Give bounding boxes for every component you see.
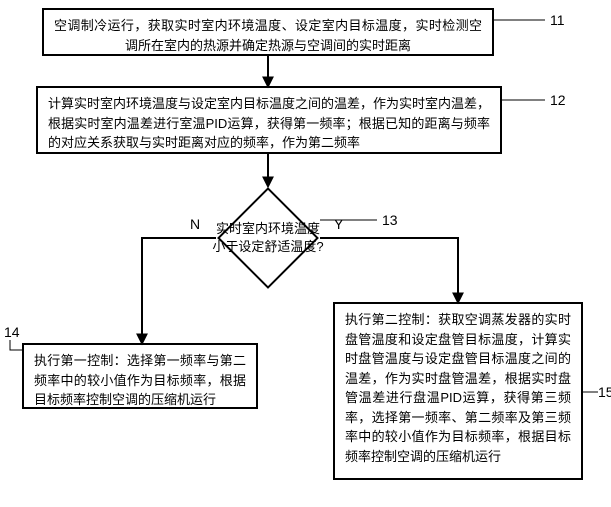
step-label-15: 15 xyxy=(598,384,611,400)
process-box-15: 执行第二控制：获取空调蒸发器的实时盘管温度和设定盘管目标温度，计算实时盘管温度与… xyxy=(333,302,583,480)
process-box-11: 空调制冷运行，获取实时室内环境温度、设定室内目标温度，实时检测空调所在室内的热源… xyxy=(42,8,494,56)
process-box-12: 计算实时室内环境温度与设定室内目标温度之间的温差，作为实时室内温差，根据实时室内… xyxy=(36,86,502,154)
step-label-11: 11 xyxy=(550,12,565,28)
decision-n-label: N xyxy=(190,216,200,232)
decision-line2: 小于设定舒适温度? xyxy=(212,239,323,254)
decision-line1: 实时室内环境温度 xyxy=(216,221,320,236)
box-11-text: 空调制冷运行，获取实时室内环境温度、设定室内目标温度，实时检测空调所在室内的热源… xyxy=(54,18,482,53)
box-14-text: 执行第一控制：选择第一频率与第二频率中的较小值作为目标频率，根据目标频率控制空调… xyxy=(34,353,246,407)
step-label-14: 14 xyxy=(4,324,20,340)
step-label-12: 12 xyxy=(550,92,566,108)
process-box-14: 执行第一控制：选择第一频率与第二频率中的较小值作为目标频率，根据目标频率控制空调… xyxy=(22,343,258,409)
decision-13-text: 实时室内环境温度 小于设定舒适温度? xyxy=(188,220,348,255)
step-label-13: 13 xyxy=(382,212,398,228)
decision-y-label: Y xyxy=(334,216,343,232)
box-15-text: 执行第二控制：获取空调蒸发器的实时盘管温度和设定盘管目标温度，计算实时盘管温度与… xyxy=(345,312,571,464)
lead-14 xyxy=(10,340,22,350)
box-12-text: 计算实时室内环境温度与设定室内目标温度之间的温差，作为实时室内温差，根据实时室内… xyxy=(48,96,490,150)
